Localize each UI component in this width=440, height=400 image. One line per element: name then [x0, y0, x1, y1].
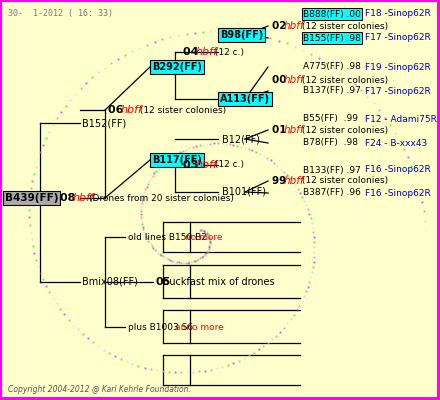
Text: Copyright 2004-2012 @ Karl Kehrle Foundation.: Copyright 2004-2012 @ Karl Kehrle Founda… — [8, 385, 191, 394]
Text: B98(FF): B98(FF) — [220, 30, 263, 40]
Text: 99: 99 — [272, 176, 290, 186]
Text: B292(FF): B292(FF) — [152, 62, 202, 72]
Text: F16 -Sinop62R: F16 -Sinop62R — [365, 166, 431, 174]
Text: (12 sister colonies): (12 sister colonies) — [299, 22, 389, 30]
Text: (12 sister colonies): (12 sister colonies) — [137, 106, 226, 114]
Text: (12 c.): (12 c.) — [212, 160, 244, 170]
Text: 05: 05 — [155, 277, 170, 287]
Text: hbff: hbff — [284, 176, 304, 186]
Text: B439(FF): B439(FF) — [5, 193, 59, 203]
Text: 06: 06 — [108, 105, 127, 115]
Text: plus B1003 S6: plus B1003 S6 — [128, 322, 196, 332]
Text: 01: 01 — [272, 125, 290, 135]
Text: B133(FF) .97: B133(FF) .97 — [303, 166, 361, 174]
Text: hbff: hbff — [73, 193, 94, 203]
Text: A775(FF) .98: A775(FF) .98 — [303, 62, 361, 72]
Text: B888(FF) .00: B888(FF) .00 — [303, 10, 361, 18]
Text: (12 sister colonies): (12 sister colonies) — [299, 176, 389, 186]
Text: 02: 02 — [272, 21, 290, 31]
Text: F18 -Sinop62R: F18 -Sinop62R — [365, 10, 431, 18]
Text: B78(FF)  .98: B78(FF) .98 — [303, 138, 358, 148]
Text: F17 -Sinop62R: F17 -Sinop62R — [365, 34, 431, 42]
Text: hbff: hbff — [284, 125, 304, 135]
Text: old lines B150 B2: old lines B150 B2 — [128, 232, 207, 242]
Text: anno more: anno more — [175, 322, 224, 332]
Text: B152(FF): B152(FF) — [82, 118, 126, 128]
Text: F17 -Sinop62R: F17 -Sinop62R — [365, 86, 431, 96]
Text: B137(FF) .97: B137(FF) .97 — [303, 86, 361, 96]
Text: F12 - Adami75R: F12 - Adami75R — [365, 114, 437, 124]
Text: 03: 03 — [183, 160, 202, 170]
Text: 04: 04 — [183, 47, 202, 57]
Text: (Drones from 20 sister colonies): (Drones from 20 sister colonies) — [89, 194, 234, 202]
Text: B387(FF) .96: B387(FF) .96 — [303, 188, 361, 198]
Text: F16 -Sinop62R: F16 -Sinop62R — [365, 188, 431, 198]
Text: B155(FF) .98: B155(FF) .98 — [303, 34, 361, 42]
Text: 30-  1-2012 ( 16: 33): 30- 1-2012 ( 16: 33) — [8, 9, 113, 18]
Text: (12 c.): (12 c.) — [212, 48, 244, 56]
Text: B12(FF): B12(FF) — [222, 134, 260, 144]
Text: (12 sister colonies): (12 sister colonies) — [299, 76, 389, 84]
Text: (12 sister colonies): (12 sister colonies) — [299, 126, 389, 134]
Text: A113(FF): A113(FF) — [220, 94, 270, 104]
Text: no more: no more — [186, 232, 223, 242]
Text: B55(FF)  .99: B55(FF) .99 — [303, 114, 358, 124]
Text: hbff: hbff — [195, 47, 217, 57]
Text: B117(FF): B117(FF) — [152, 155, 202, 165]
Text: hbff: hbff — [195, 160, 217, 170]
Text: 00: 00 — [272, 75, 290, 85]
Text: hbff: hbff — [284, 75, 304, 85]
Text: F24 - B-xxx43: F24 - B-xxx43 — [365, 138, 427, 148]
Text: hbff: hbff — [121, 105, 143, 115]
Text: hbff: hbff — [284, 21, 304, 31]
Text: F19 -Sinop62R: F19 -Sinop62R — [365, 62, 431, 72]
Text: buckfast mix of drones: buckfast mix of drones — [163, 277, 275, 287]
Text: Bmix08(FF): Bmix08(FF) — [82, 277, 138, 287]
Text: 08: 08 — [60, 193, 79, 203]
Text: B101(FF): B101(FF) — [222, 187, 266, 197]
